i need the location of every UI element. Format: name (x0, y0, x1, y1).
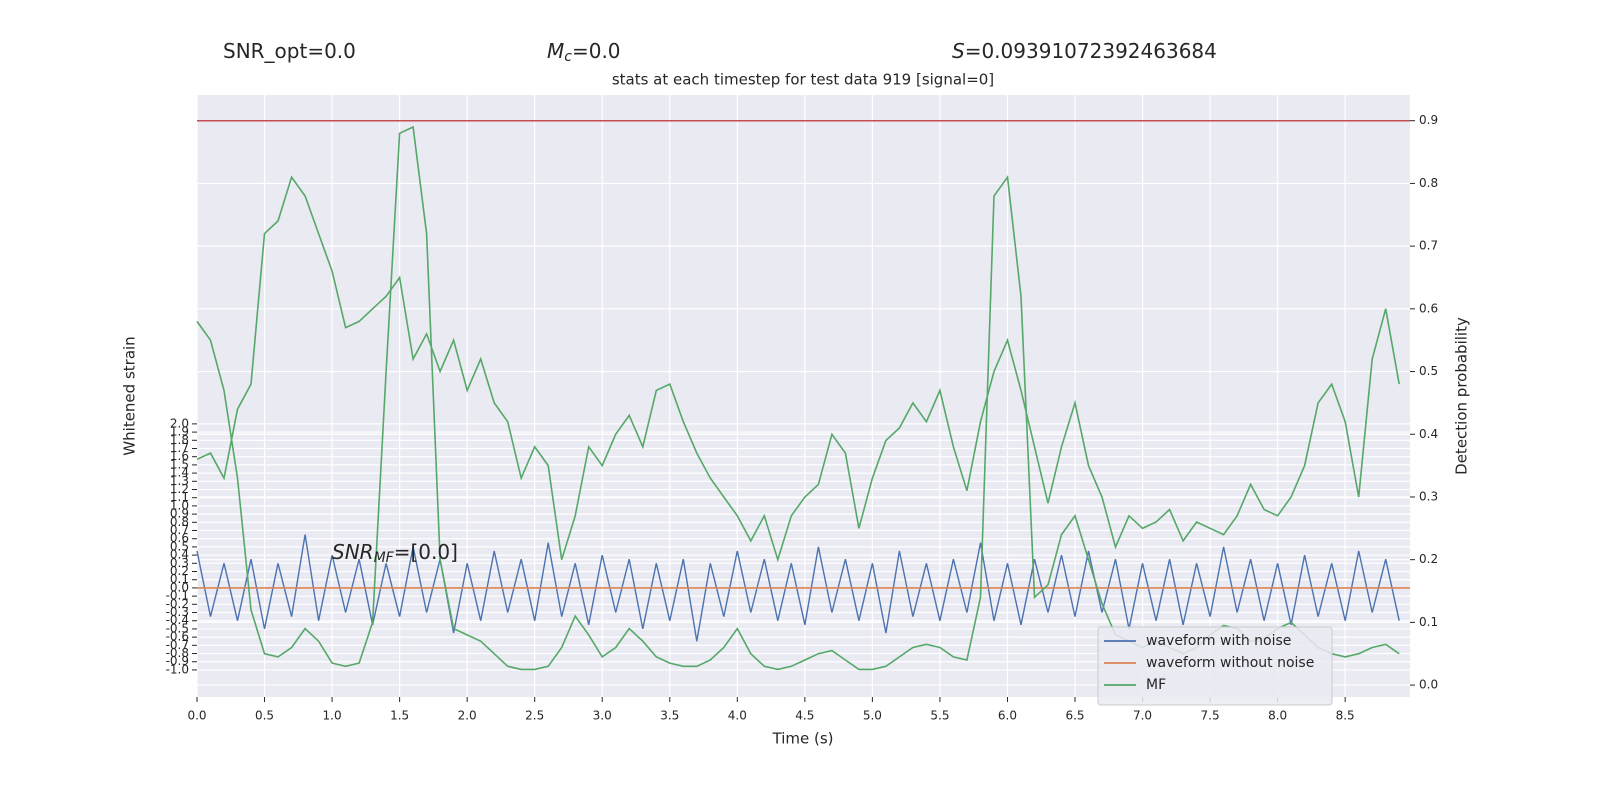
annotation-symbol: SNR (332, 540, 374, 564)
x-tick-label: 4.5 (795, 709, 814, 723)
y-tick-label: 1.9 (170, 425, 189, 439)
y-tick-label: 0.7 (170, 523, 189, 537)
x-tick-label: 1.5 (390, 709, 409, 723)
y-tick-label: -0.1 (166, 589, 189, 603)
annotation-text: =0.09391072392463684 (965, 39, 1217, 63)
y-tick-label: 0.9 (170, 507, 189, 521)
y-tick-label: 1.3 (170, 474, 189, 488)
y-tick-label: 0.0 (170, 580, 189, 594)
y-tick-label: 1.4 (170, 466, 189, 480)
y-tick-label: 0.5 (170, 539, 189, 553)
y-tick-label: 0.1 (170, 572, 189, 586)
y-tick-label: 0.8 (170, 515, 189, 529)
x-axis-label: Time (s) (772, 730, 834, 748)
legend-label: MF (1146, 677, 1166, 693)
y-tick-label: 1.6 (170, 449, 189, 463)
annotation: S=0.09391072392463684 (952, 39, 1217, 63)
y-tick-label: -0.9 (166, 654, 189, 668)
y2-tick-label: 0.7 (1419, 239, 1438, 253)
y-tick-label: 0.4 (170, 548, 189, 562)
y2-tick-label: 0.0 (1419, 678, 1438, 692)
y-tick-label: 1.8 (170, 433, 189, 447)
y-axis-label: Whitened strain (121, 336, 139, 455)
y2-tick-label: 0.9 (1419, 113, 1438, 127)
x-tick-label: 6.0 (998, 709, 1017, 723)
annotation-subscript: c (564, 49, 572, 65)
y-tick-label: 1.1 (170, 490, 189, 504)
annotation: SNR_opt=0.0 (223, 39, 356, 63)
annotation: Mc=0.0 (547, 39, 621, 66)
plot-background (197, 95, 1410, 697)
y2-tick-label: 0.2 (1419, 552, 1438, 566)
annotation-subscript: MF (374, 550, 395, 566)
annotation-symbol: S (952, 39, 965, 63)
y-tick-label: -0.4 (166, 613, 189, 627)
annotation-text: =[0.0] (394, 540, 458, 564)
y2-tick-label: 0.3 (1419, 489, 1438, 503)
annotation-text: =0.0 (572, 39, 621, 63)
y-tick-label: 0.6 (170, 531, 189, 545)
x-tick-label: 5.5 (930, 709, 949, 723)
x-tick-label: 0.5 (255, 709, 274, 723)
x-tick-label: 8.0 (1268, 709, 1287, 723)
y-tick-label: 1.5 (170, 457, 189, 471)
x-tick-label: 6.5 (1065, 709, 1084, 723)
series-line (196, 175, 1400, 563)
annotation-symbol: M (547, 39, 564, 63)
y-tick-label: 1.7 (170, 441, 189, 455)
y-tick-label: -0.8 (166, 646, 189, 660)
x-tick-label: 2.5 (525, 709, 544, 723)
x-tick-label: 3.0 (593, 709, 612, 723)
x-tick-label: 3.5 (660, 709, 679, 723)
y-tick-label: -0.5 (166, 621, 189, 635)
y-tick-label: 0.2 (170, 564, 189, 578)
y2-tick-label: 0.5 (1419, 364, 1438, 378)
y-tick-label: -0.7 (166, 638, 189, 652)
y-tick-label: -0.6 (166, 630, 189, 644)
y-tick-label: 2.0 (170, 416, 189, 430)
y-tick-label: 1.0 (170, 498, 189, 512)
x-tick-label: 2.0 (458, 709, 477, 723)
y2-tick-label: 0.6 (1419, 301, 1438, 315)
x-tick-label: 7.0 (1133, 709, 1152, 723)
legend-box (1097, 626, 1333, 706)
x-tick-label: 0.0 (187, 709, 206, 723)
y2-tick-label: 0.1 (1419, 615, 1438, 629)
chart-title: stats at each timestep for test data 919… (612, 71, 994, 89)
y-tick-label: -1.0 (166, 662, 189, 676)
y2-tick-label: 0.8 (1419, 176, 1438, 190)
x-tick-label: 5.0 (863, 709, 882, 723)
y-tick-label: -0.2 (166, 597, 189, 611)
y2-axis-label: Detection probability (1453, 317, 1471, 475)
y-tick-label: 1.2 (170, 482, 189, 496)
annotation: SNRMF=[0.0] (332, 540, 458, 567)
x-tick-label: 7.5 (1201, 709, 1220, 723)
y2-tick-label: 0.4 (1419, 427, 1438, 441)
x-tick-label: 8.5 (1336, 709, 1355, 723)
series-line (196, 534, 1400, 642)
y-tick-label: 0.3 (170, 556, 189, 570)
x-tick-label: 1.0 (323, 709, 342, 723)
legend-label: waveform with noise (1146, 633, 1291, 649)
annotation-text: SNR_opt=0.0 (223, 39, 356, 63)
y-tick-label: -0.3 (166, 605, 189, 619)
legend-label: waveform without noise (1146, 655, 1314, 671)
x-tick-label: 4.0 (728, 709, 747, 723)
